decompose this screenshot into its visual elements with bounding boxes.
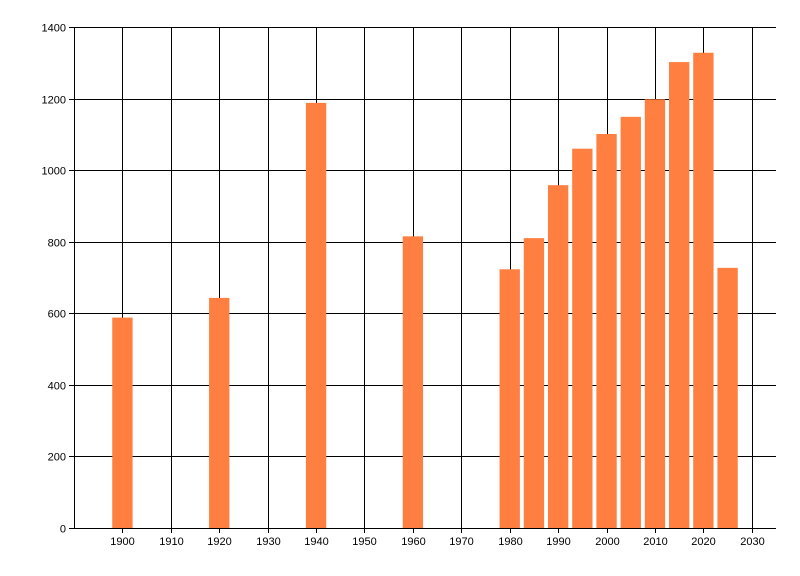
bar-2020 xyxy=(693,52,714,528)
x-tick-label: 1940 xyxy=(304,536,328,548)
y-tick-label: 800 xyxy=(48,238,66,250)
bar-1985 xyxy=(523,238,545,528)
y-tick-label: 1000 xyxy=(42,166,66,178)
bars xyxy=(112,52,738,529)
bar-2010 xyxy=(644,99,666,528)
y-tick-label: 1200 xyxy=(42,95,66,107)
x-tick-label: 2020 xyxy=(691,536,715,548)
y-tick-label: 200 xyxy=(48,452,66,464)
x-tick-label: 1920 xyxy=(207,536,231,548)
x-tick-label: 1980 xyxy=(498,536,522,548)
bar-2005 xyxy=(620,116,641,528)
x-tick-label: 1970 xyxy=(449,536,473,548)
x-tick-label: 1990 xyxy=(546,536,570,548)
y-tick-label: 0 xyxy=(60,524,66,536)
x-tick-label: 1950 xyxy=(352,536,376,548)
x-axis-ticks: 1900 1910 1920 1930 1940 1950 1960 1970 1980 1990… xyxy=(110,528,765,548)
x-tick-label: 2030 xyxy=(740,536,764,548)
bar-1900 xyxy=(112,317,133,528)
y-tick-label: 1400 xyxy=(42,23,66,35)
x-tick-label: 1960 xyxy=(401,536,425,548)
x-tick-label: 1930 xyxy=(256,536,280,548)
x-tick-label: 1910 xyxy=(159,536,183,548)
x-tick-label: 2000 xyxy=(595,536,619,548)
y-axis-ticks: 0 200 400 600 800 1000 1200 1400 xyxy=(42,23,74,536)
bar-2015 xyxy=(669,62,690,528)
bar-2000 xyxy=(596,133,617,529)
y-tick-label: 600 xyxy=(48,309,66,321)
x-tick-label: 1900 xyxy=(110,536,134,548)
bar-1995 xyxy=(572,148,593,528)
bar-1960 xyxy=(402,236,424,528)
y-tick-label: 400 xyxy=(48,381,66,393)
bar-2025 xyxy=(717,267,738,528)
bar-1990 xyxy=(547,185,569,528)
x-tick-label: 2010 xyxy=(643,536,667,548)
bar-1980 xyxy=(499,269,520,528)
bar-1920 xyxy=(209,297,230,528)
axes xyxy=(74,27,776,529)
bar-1940 xyxy=(305,102,327,528)
